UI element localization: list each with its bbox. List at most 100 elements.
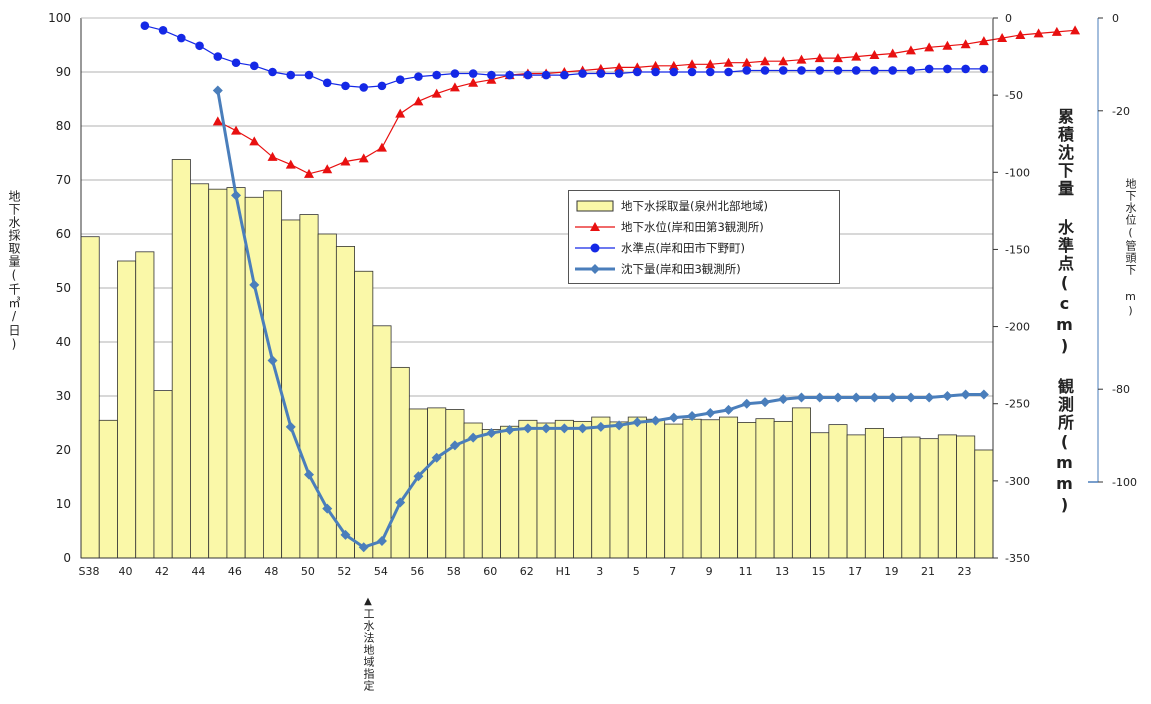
diamond-point bbox=[851, 392, 862, 403]
x-tick-label: S38 bbox=[79, 565, 100, 578]
circle-point bbox=[450, 69, 460, 78]
circle-point bbox=[778, 66, 788, 75]
diamond-point bbox=[832, 392, 843, 403]
x-tick-label: 11 bbox=[739, 565, 753, 578]
right-tick-label: 0 bbox=[1005, 12, 1012, 25]
triangle-point bbox=[887, 48, 898, 58]
circle-point bbox=[833, 66, 843, 75]
triangle-marker-icon bbox=[575, 220, 615, 234]
triangle-point bbox=[1070, 25, 1081, 35]
x-tick-label: 7 bbox=[669, 565, 676, 578]
triangle-point bbox=[905, 45, 916, 55]
diamond-point bbox=[541, 423, 552, 434]
bar bbox=[463, 422, 483, 559]
bar bbox=[755, 418, 775, 559]
diamond-point bbox=[668, 412, 679, 423]
legend-label: 地下水採取量(泉州北部地域) bbox=[621, 198, 768, 213]
triangle-point bbox=[924, 42, 935, 52]
circle-point bbox=[140, 21, 150, 31]
bar bbox=[591, 416, 611, 559]
diamond-point bbox=[376, 536, 387, 547]
triangle-point bbox=[960, 39, 971, 49]
bar bbox=[354, 270, 374, 559]
bar bbox=[791, 407, 811, 559]
triangle-point bbox=[431, 88, 442, 98]
bar bbox=[828, 424, 848, 559]
circle-point bbox=[505, 70, 514, 80]
annotation-marker-icon: ▲ bbox=[364, 596, 372, 607]
bar bbox=[956, 435, 976, 559]
triangle-point bbox=[796, 54, 807, 64]
circle-point bbox=[341, 81, 350, 91]
left-tick-label: 20 bbox=[56, 443, 71, 457]
bar bbox=[80, 236, 100, 559]
bar bbox=[335, 246, 355, 559]
triangle-point bbox=[468, 77, 479, 87]
circle-point bbox=[687, 67, 697, 77]
bar bbox=[554, 419, 574, 559]
right-tick-label: -350 bbox=[1005, 552, 1030, 565]
left-tick-label: 50 bbox=[56, 281, 71, 295]
bar bbox=[682, 418, 702, 559]
bar bbox=[719, 416, 739, 559]
diamond-point bbox=[267, 355, 278, 366]
legend-item-benchmark: 水準点(岸和田市下野町) bbox=[575, 237, 833, 258]
x-tick-label: 21 bbox=[921, 565, 935, 578]
bar bbox=[281, 219, 301, 559]
circle-point bbox=[322, 78, 332, 88]
circle-point bbox=[760, 66, 770, 75]
far-right-tick-label: -80 bbox=[1112, 383, 1130, 396]
diamond-point bbox=[504, 424, 515, 435]
diamond-point bbox=[449, 440, 460, 451]
legend-label: 地下水位(岸和田第3観測所) bbox=[621, 219, 764, 234]
triangle-point bbox=[212, 116, 223, 126]
diamond-point bbox=[249, 279, 260, 290]
circle-point bbox=[414, 72, 423, 81]
diamond-point bbox=[431, 452, 442, 463]
diamond-point bbox=[723, 404, 734, 415]
right-tick-label: -300 bbox=[1005, 475, 1030, 488]
bar bbox=[226, 187, 246, 559]
x-tick-label: 50 bbox=[301, 565, 315, 578]
bar bbox=[609, 421, 629, 559]
bar bbox=[646, 418, 666, 559]
x-tick-label: 46 bbox=[228, 565, 242, 578]
circle-point bbox=[195, 41, 204, 51]
triangle-point bbox=[723, 57, 734, 67]
left-tick-label: 70 bbox=[56, 173, 71, 187]
diamond-point bbox=[577, 423, 588, 434]
bar bbox=[901, 436, 921, 559]
triangle-point bbox=[942, 40, 953, 50]
diamond-point bbox=[595, 421, 606, 432]
circle-point bbox=[359, 83, 369, 92]
circle-point bbox=[213, 52, 223, 61]
triangle-point bbox=[358, 153, 369, 163]
right-tick-label: -250 bbox=[1005, 398, 1030, 411]
circle-point bbox=[541, 70, 551, 80]
annotation-text: 工水法地域指定 bbox=[362, 608, 375, 692]
diamond-point bbox=[522, 423, 533, 434]
x-tick-label: 5 bbox=[633, 565, 640, 578]
x-tick-label: 9 bbox=[706, 565, 713, 578]
series-line bbox=[217, 29, 1076, 175]
bar bbox=[737, 422, 757, 559]
circle-point bbox=[578, 69, 587, 78]
triangle-point bbox=[814, 53, 825, 63]
circle-point bbox=[158, 26, 168, 35]
diamond-point bbox=[705, 407, 716, 418]
legend-item-water-level: 地下水位(岸和田第3観測所) bbox=[575, 216, 833, 237]
x-tick-label: 62 bbox=[520, 565, 534, 578]
bar bbox=[153, 390, 173, 559]
circle-point bbox=[304, 70, 314, 80]
circle-point bbox=[468, 69, 478, 78]
diamond-marker-icon bbox=[575, 262, 615, 276]
circle-point bbox=[614, 69, 624, 78]
triangle-point bbox=[650, 60, 661, 70]
circle-point bbox=[596, 69, 606, 78]
diamond-point bbox=[687, 411, 698, 422]
diamond-point bbox=[905, 392, 916, 403]
circle-point bbox=[943, 64, 952, 74]
bar bbox=[518, 419, 538, 559]
bar bbox=[773, 420, 793, 559]
